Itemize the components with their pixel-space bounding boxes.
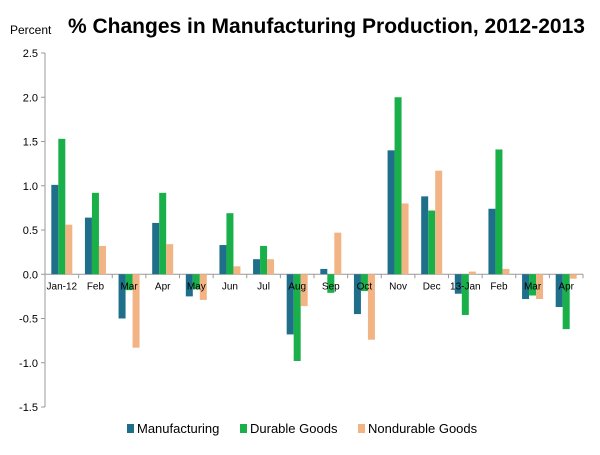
y-tick-label: 1.5	[23, 137, 38, 149]
bar	[199, 274, 207, 300]
bar	[495, 149, 503, 275]
bar	[132, 274, 140, 348]
legend-label: Durable Goods	[250, 421, 338, 436]
x-category-label: Mar	[120, 281, 138, 292]
bar	[98, 245, 106, 275]
x-category-label: Nov	[389, 281, 407, 292]
x-category-label: Mar	[524, 281, 542, 292]
bar	[185, 274, 193, 297]
x-category-label: Feb	[490, 281, 508, 292]
bar	[522, 274, 530, 300]
bar	[334, 232, 342, 275]
x-category-label: Apr	[155, 281, 171, 292]
y-tick-label: -1.0	[19, 358, 38, 370]
x-category-label: Oct	[357, 281, 373, 292]
legend-swatch	[240, 424, 247, 433]
bar	[267, 259, 275, 275]
bar	[468, 271, 476, 275]
y-tick-label: 2.0	[23, 92, 38, 104]
bar	[488, 208, 496, 275]
x-category-label: Apr	[558, 281, 574, 292]
bar	[555, 274, 563, 307]
bar	[454, 274, 462, 294]
bar	[435, 170, 443, 275]
bar	[562, 274, 570, 330]
x-category-label: Jul	[257, 281, 270, 292]
bar	[401, 203, 409, 275]
y-axis-unit-label: Percent	[10, 23, 52, 37]
x-category-label: Aug	[288, 281, 306, 292]
x-category-label: Jan-12	[47, 281, 78, 292]
bar	[421, 196, 429, 275]
bar	[569, 274, 577, 279]
x-category-label: Dec	[423, 281, 441, 292]
bar	[84, 217, 92, 275]
x-category-label: 13-Jan	[450, 281, 481, 292]
bar	[226, 213, 234, 275]
bar	[152, 222, 160, 275]
bar	[58, 138, 66, 275]
bar	[286, 274, 294, 335]
bar	[502, 268, 510, 275]
bar	[428, 210, 436, 275]
bar	[529, 274, 537, 296]
bar	[65, 224, 73, 275]
legend-label: Manufacturing	[137, 421, 219, 436]
legend-swatch	[358, 424, 365, 433]
x-category-label: Sep	[322, 281, 340, 292]
bar	[219, 245, 227, 275]
bar	[51, 184, 59, 275]
bar	[536, 274, 544, 300]
y-tick-label: -0.5	[19, 314, 38, 326]
bar	[233, 266, 241, 275]
legend-label: Nondurable Goods	[368, 421, 478, 436]
bar	[253, 259, 261, 275]
bar	[320, 268, 328, 275]
bar	[461, 274, 469, 315]
x-category-label: Jun	[222, 281, 238, 292]
y-tick-label: 0.5	[23, 225, 38, 237]
bar	[159, 192, 167, 275]
bar	[260, 245, 268, 275]
y-tick-label: 2.5	[23, 48, 38, 60]
bar	[125, 274, 133, 291]
x-category-label: Feb	[87, 281, 105, 292]
y-tick-label: -1.5	[19, 402, 38, 414]
legend: Manufacturing Durable Goods Nondurable Goo…	[127, 421, 478, 436]
bar	[394, 97, 402, 275]
legend-swatch	[127, 424, 134, 433]
bar	[118, 274, 126, 319]
bar	[300, 274, 308, 307]
bar	[192, 274, 200, 290]
x-category-label: May	[187, 281, 206, 292]
bar	[327, 274, 335, 293]
bar	[360, 274, 368, 292]
bar	[387, 150, 395, 275]
bar	[367, 274, 375, 340]
plot-area: 2.5 2.0 1.5 1.0 0.5 0.0 -0.5 -1.0 -1.5 Jan-12 Feb M…	[19, 48, 584, 414]
chart-title: % Changes in Manufacturing Production, 2…	[68, 15, 585, 38]
y-tick-label: 1.0	[23, 181, 38, 193]
bar	[353, 274, 361, 315]
bar	[293, 274, 301, 361]
y-tick-label: 0.0	[23, 269, 38, 281]
bar	[166, 244, 174, 275]
bar	[91, 192, 99, 275]
